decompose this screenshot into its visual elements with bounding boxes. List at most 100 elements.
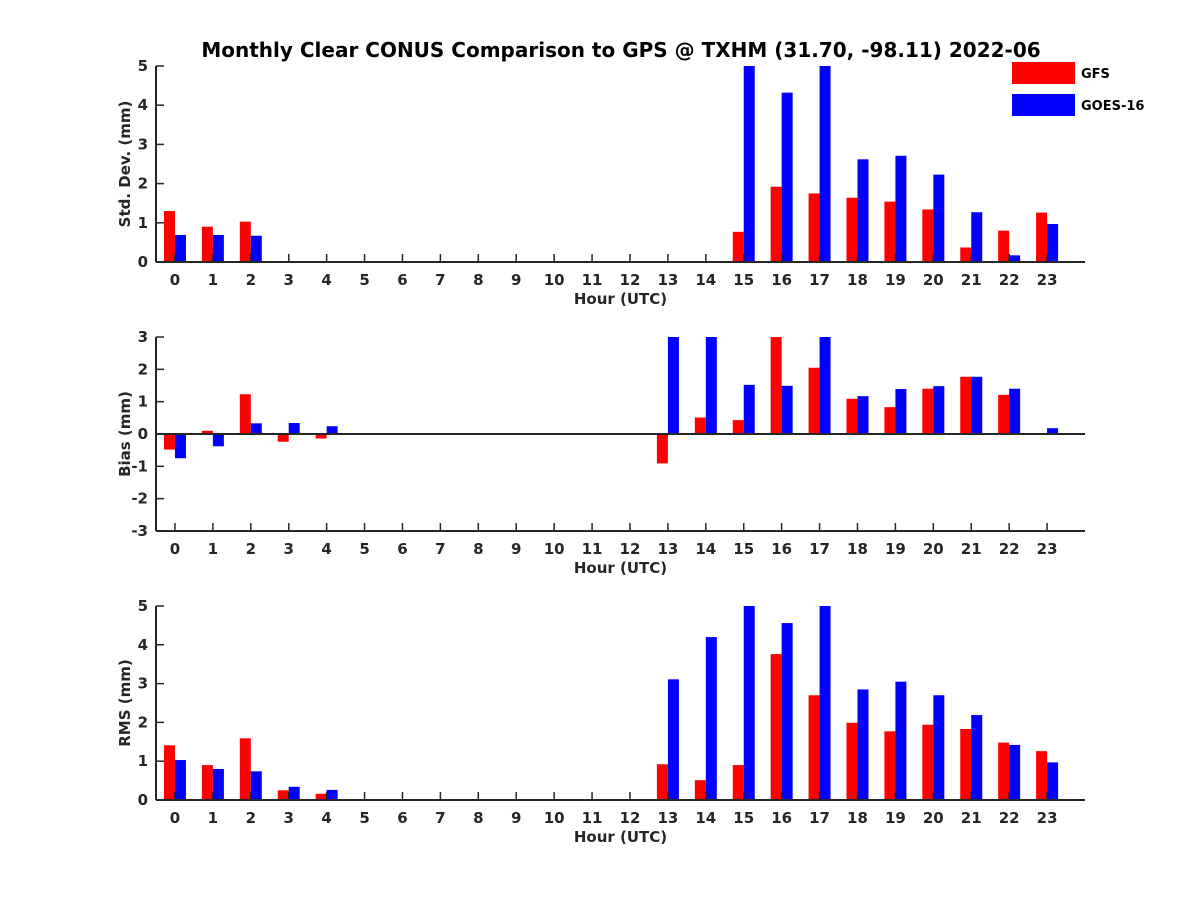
rms-bar-goes16-hour-1 [212, 768, 224, 800]
x-tick-label: 8 [473, 540, 483, 558]
bias-bar-goes16-hour-19 [895, 389, 907, 434]
std-dev-y-axis-label: Std. Dev. (mm) [116, 101, 134, 228]
rms-panel: 0 1 2 3 4 5 6 7 8 9 10 11 12 13 14 15 16 17 18 19 20 21 22 2301… [116, 597, 1085, 846]
rms-bar-goes16-hour-21 [971, 715, 983, 800]
bias-panel: 0 1 2 3 4 5 6 7 8 9 10 11 12 13 14 15 16 17 18 19 20 21 22 23-3… [116, 328, 1085, 577]
std-dev-bar-goes16-hour-1 [212, 234, 224, 262]
x-tick-label: 23 [1037, 809, 1058, 827]
x-tick-label: 14 [695, 271, 716, 289]
x-tick-label: 16 [771, 271, 792, 289]
x-tick-label: 12 [620, 540, 641, 558]
bias-bar-goes16-hour-22 [1009, 388, 1021, 434]
x-tick-label: 15 [733, 271, 754, 289]
std-dev-panel: 0 1 2 3 4 5 6 7 8 9 10 11 12 13 14 15 16 17 18 19 20 21 22 2301… [116, 57, 1085, 308]
bias-bar-goes16-hour-17 [819, 337, 831, 434]
std-dev-bar-gfs-hour-18 [846, 197, 858, 262]
x-tick-label: 11 [582, 809, 603, 827]
bias-bar-goes16-hour-20 [933, 386, 945, 434]
x-tick-label: 11 [582, 271, 603, 289]
rms-bar-gfs-hour-1 [201, 765, 213, 800]
rms-bar-gfs-hour-2 [239, 738, 251, 800]
rms-bar-goes16-hour-18 [857, 689, 869, 800]
x-tick-label: 18 [847, 809, 868, 827]
x-tick-label: 7 [435, 271, 445, 289]
legend-swatch-goes16 [1012, 94, 1075, 116]
y-tick-label: 2 [138, 360, 148, 378]
y-tick-label: 4 [138, 636, 148, 654]
x-tick-label: 2 [246, 809, 256, 827]
x-tick-label: 10 [544, 809, 565, 827]
x-tick-label: 1 [208, 271, 218, 289]
y-tick-label: 2 [138, 713, 148, 731]
x-tick-label: 0 [170, 809, 180, 827]
bias-bar-goes16-hour-16 [781, 385, 793, 434]
std-dev-bar-gfs-hour-0 [163, 211, 175, 262]
std-dev-bar-goes16-hour-21 [971, 212, 983, 262]
x-tick-label: 16 [771, 809, 792, 827]
bias-bar-gfs-hour-4 [315, 434, 327, 439]
y-tick-label: -1 [131, 457, 148, 475]
y-tick-label: 0 [138, 425, 148, 443]
y-tick-label: 3 [138, 135, 148, 153]
rms-bar-gfs-hour-22 [998, 742, 1010, 800]
rms-y-axis-label: RMS (mm) [116, 659, 134, 746]
rms-bar-gfs-hour-20 [922, 724, 934, 800]
bias-bar-goes16-hour-23 [1047, 428, 1059, 434]
rms-bar-goes16-hour-13 [667, 679, 679, 800]
rms-bar-gfs-hour-19 [884, 731, 896, 800]
bias-bar-goes16-hour-2 [250, 423, 262, 434]
x-tick-label: 12 [620, 271, 641, 289]
y-tick-label: 3 [138, 328, 148, 346]
x-tick-label: 6 [397, 540, 407, 558]
x-tick-label: 1 [208, 540, 218, 558]
x-tick-label: 23 [1037, 540, 1058, 558]
x-tick-label: 11 [582, 540, 603, 558]
std-dev-bar-gfs-hour-22 [998, 230, 1010, 262]
std-dev-bar-goes16-hour-22 [1009, 255, 1021, 262]
x-tick-label: 1 [208, 809, 218, 827]
bias-bar-goes16-hour-18 [857, 396, 869, 434]
rms-bar-goes16-hour-3 [288, 786, 300, 800]
chart-legend: GFS GOES-16 [1012, 62, 1144, 116]
x-tick-label: 17 [809, 540, 830, 558]
x-tick-label: 7 [435, 540, 445, 558]
y-tick-label: 0 [138, 253, 148, 271]
rms-bar-gfs-hour-3 [277, 790, 289, 800]
x-tick-label: 14 [695, 809, 716, 827]
x-tick-label: 5 [359, 271, 369, 289]
bias-bar-gfs-hour-18 [846, 398, 858, 434]
legend-label-gfs: GFS [1081, 67, 1110, 82]
bias-bar-goes16-hour-1 [212, 434, 224, 447]
x-tick-label: 19 [885, 809, 906, 827]
x-tick-label: 0 [170, 540, 180, 558]
x-tick-label: 8 [473, 809, 483, 827]
x-tick-label: 20 [923, 540, 944, 558]
x-tick-label: 22 [999, 540, 1020, 558]
x-tick-label: 15 [733, 540, 754, 558]
x-tick-label: 7 [435, 809, 445, 827]
x-tick-label: 20 [923, 271, 944, 289]
y-tick-label: -3 [131, 522, 148, 540]
rms-bar-goes16-hour-16 [781, 623, 793, 800]
bias-bar-goes16-hour-4 [326, 426, 338, 434]
bias-y-axis-label: Bias (mm) [116, 391, 134, 477]
x-tick-label: 18 [847, 540, 868, 558]
chart-title: Monthly Clear CONUS Comparison to GPS @ … [201, 38, 1040, 62]
legend-swatch-gfs [1012, 62, 1075, 84]
x-tick-label: 13 [657, 809, 678, 827]
rms-bar-goes16-hour-15 [743, 606, 755, 800]
std-dev-bar-gfs-hour-21 [960, 247, 972, 262]
rms-bar-goes16-hour-19 [895, 681, 907, 800]
bias-x-axis-label: Hour (UTC) [574, 559, 667, 577]
rms-bar-gfs-hour-13 [656, 764, 668, 800]
y-tick-label: 0 [138, 791, 148, 809]
x-tick-label: 3 [283, 809, 293, 827]
std-dev-bar-gfs-hour-19 [884, 201, 896, 262]
rms-bar-gfs-hour-18 [846, 722, 858, 800]
y-tick-label: 1 [138, 393, 148, 411]
x-tick-label: 10 [544, 271, 565, 289]
std-dev-bar-gfs-hour-15 [732, 231, 744, 262]
std-dev-bar-goes16-hour-15 [743, 66, 755, 262]
x-tick-label: 17 [809, 271, 830, 289]
